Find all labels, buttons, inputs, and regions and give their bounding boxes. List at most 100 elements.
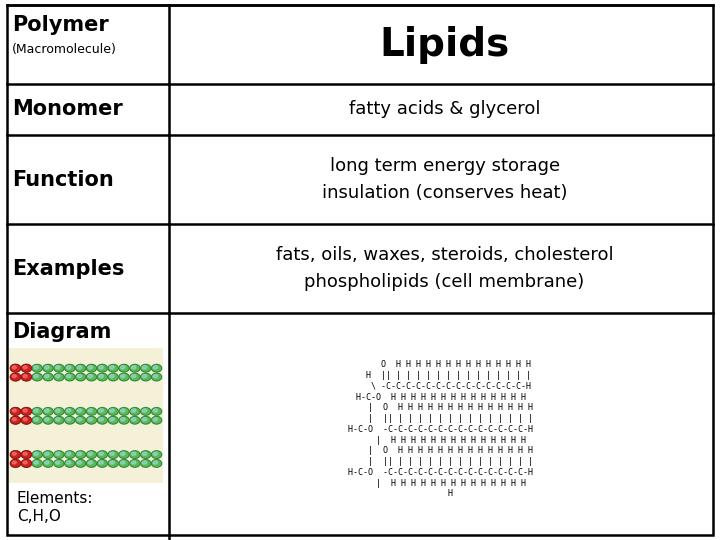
- Circle shape: [130, 416, 140, 424]
- Circle shape: [119, 364, 129, 372]
- Circle shape: [22, 451, 32, 458]
- Circle shape: [22, 416, 32, 424]
- Circle shape: [97, 364, 107, 372]
- Circle shape: [55, 366, 60, 369]
- Circle shape: [65, 451, 75, 458]
- Circle shape: [10, 373, 21, 381]
- Circle shape: [77, 374, 81, 378]
- Circle shape: [12, 452, 17, 455]
- Circle shape: [140, 416, 150, 424]
- Circle shape: [10, 408, 21, 415]
- Circle shape: [10, 373, 21, 381]
- Circle shape: [32, 373, 42, 381]
- Circle shape: [151, 451, 162, 458]
- Text: fats, oils, waxes, steroids, cholesterol
phospholipids (cell membrane): fats, oils, waxes, steroids, cholesterol…: [276, 246, 613, 291]
- Circle shape: [34, 452, 38, 455]
- Circle shape: [10, 460, 21, 467]
- Circle shape: [34, 374, 38, 378]
- Circle shape: [23, 452, 27, 455]
- Circle shape: [130, 451, 140, 458]
- Circle shape: [12, 366, 17, 369]
- Circle shape: [23, 374, 27, 378]
- Circle shape: [23, 452, 27, 455]
- Circle shape: [120, 409, 125, 412]
- Circle shape: [23, 461, 27, 464]
- Circle shape: [54, 408, 64, 415]
- Circle shape: [77, 417, 81, 421]
- Circle shape: [99, 374, 104, 378]
- Circle shape: [65, 460, 75, 467]
- Text: Examples: Examples: [12, 259, 125, 279]
- Circle shape: [32, 408, 42, 415]
- Circle shape: [10, 451, 21, 458]
- Circle shape: [120, 417, 125, 421]
- Circle shape: [108, 373, 118, 381]
- Circle shape: [43, 408, 53, 415]
- Circle shape: [12, 374, 17, 378]
- Circle shape: [76, 373, 86, 381]
- Circle shape: [65, 373, 75, 381]
- Circle shape: [108, 416, 118, 424]
- Circle shape: [99, 366, 104, 369]
- Circle shape: [119, 460, 129, 467]
- Circle shape: [140, 408, 150, 415]
- Text: Diagram: Diagram: [12, 322, 111, 342]
- Circle shape: [10, 364, 21, 372]
- Circle shape: [131, 417, 136, 421]
- Circle shape: [131, 374, 136, 378]
- Circle shape: [142, 461, 147, 464]
- Circle shape: [77, 366, 81, 369]
- Circle shape: [23, 418, 27, 421]
- Circle shape: [77, 461, 81, 464]
- Circle shape: [55, 409, 60, 412]
- Circle shape: [97, 451, 107, 458]
- Circle shape: [151, 460, 162, 467]
- Circle shape: [22, 364, 32, 372]
- Circle shape: [109, 374, 114, 378]
- Circle shape: [86, 451, 96, 458]
- Circle shape: [76, 408, 86, 415]
- Circle shape: [32, 364, 42, 372]
- Circle shape: [140, 460, 150, 467]
- Circle shape: [55, 452, 60, 455]
- Circle shape: [45, 374, 49, 378]
- Circle shape: [88, 452, 92, 455]
- Circle shape: [32, 451, 42, 458]
- Circle shape: [86, 364, 96, 372]
- Circle shape: [86, 373, 96, 381]
- Circle shape: [88, 374, 92, 378]
- Circle shape: [66, 461, 71, 464]
- Circle shape: [109, 366, 114, 369]
- Circle shape: [23, 417, 27, 421]
- Circle shape: [97, 408, 107, 415]
- Circle shape: [45, 461, 49, 464]
- Circle shape: [108, 460, 118, 467]
- Circle shape: [23, 366, 27, 369]
- Circle shape: [153, 452, 158, 455]
- Circle shape: [43, 460, 53, 467]
- Circle shape: [23, 375, 27, 377]
- Text: Function: Function: [12, 170, 114, 190]
- Circle shape: [119, 451, 129, 458]
- Circle shape: [151, 373, 162, 381]
- Circle shape: [22, 416, 32, 424]
- Circle shape: [86, 460, 96, 467]
- Circle shape: [97, 460, 107, 467]
- Text: (Macromolecule): (Macromolecule): [12, 43, 117, 56]
- Circle shape: [22, 408, 32, 415]
- Circle shape: [55, 374, 60, 378]
- Circle shape: [12, 461, 17, 464]
- Circle shape: [99, 461, 104, 464]
- Circle shape: [88, 366, 92, 369]
- Circle shape: [140, 364, 150, 372]
- Circle shape: [120, 374, 125, 378]
- Circle shape: [12, 366, 17, 369]
- Circle shape: [54, 373, 64, 381]
- Text: Elements:
C,H,O: Elements: C,H,O: [17, 491, 94, 524]
- Circle shape: [88, 409, 92, 412]
- Circle shape: [22, 408, 32, 415]
- Circle shape: [12, 418, 17, 421]
- Circle shape: [99, 452, 104, 455]
- Circle shape: [77, 409, 81, 412]
- Circle shape: [12, 375, 17, 377]
